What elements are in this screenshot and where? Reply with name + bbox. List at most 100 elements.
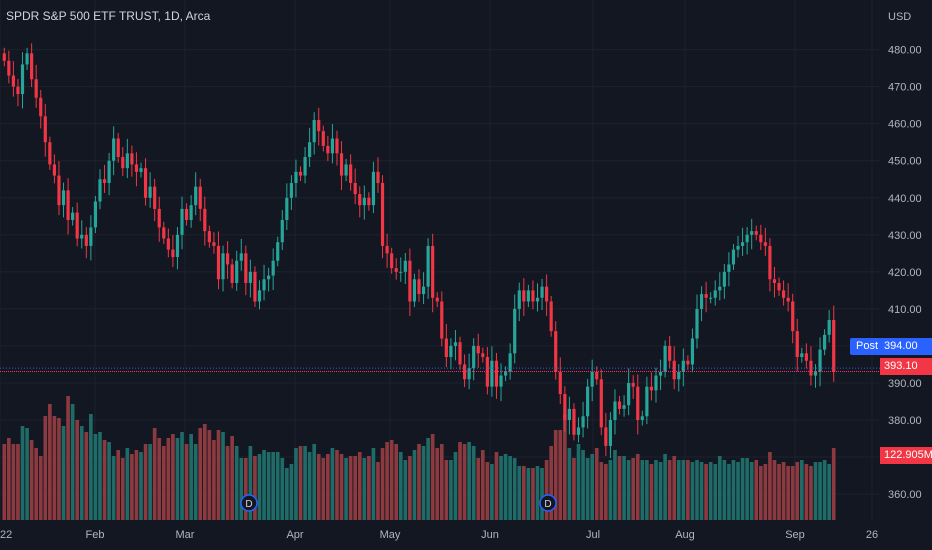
candle-body xyxy=(531,290,535,302)
candle-body xyxy=(212,242,216,246)
x-tick-label: May xyxy=(380,529,401,541)
x-tick-label: 22 xyxy=(0,529,12,541)
volume-bar xyxy=(70,404,75,520)
candle-body xyxy=(490,360,494,387)
volume-bar xyxy=(822,460,827,520)
volume-bar xyxy=(731,460,736,520)
volume-bar xyxy=(20,426,25,520)
volume-bar xyxy=(239,458,244,520)
candle-body xyxy=(672,360,676,380)
x-tick-label: Feb xyxy=(86,529,105,541)
candle-body xyxy=(203,208,207,232)
candle-body xyxy=(686,360,690,365)
candle-body xyxy=(57,175,61,206)
dividend-marker[interactable] xyxy=(539,494,557,512)
volume-bar xyxy=(727,464,731,520)
volume-bar xyxy=(635,454,640,520)
volume-bar xyxy=(494,452,499,520)
volume-bar xyxy=(430,434,435,520)
candle-body xyxy=(171,249,175,258)
price-axis[interactable]: USD360.00370.00380.00390.00400.00410.004… xyxy=(888,11,922,501)
volume-bar xyxy=(248,446,253,520)
candle-body xyxy=(554,331,558,372)
candle-body xyxy=(795,331,799,358)
volume-bar xyxy=(357,452,362,520)
candle-body xyxy=(791,301,795,332)
candle-body xyxy=(52,164,57,176)
candle-body xyxy=(98,179,102,202)
candle-body xyxy=(107,160,111,183)
post-market-price: 394.00 xyxy=(880,338,932,355)
x-tick-label: Sep xyxy=(785,529,805,541)
volume-bar xyxy=(271,452,275,520)
volume-bar xyxy=(745,458,749,520)
volume-bar xyxy=(590,454,595,520)
candle-body xyxy=(444,338,448,358)
candle-body xyxy=(39,97,43,117)
chart-title: SPDR S&P 500 ETF TRUST, 1D, Arca xyxy=(6,9,211,23)
x-tick-label: Jun xyxy=(481,529,499,541)
volume-bar xyxy=(617,456,622,520)
volume-bar xyxy=(640,460,645,520)
volume-bar xyxy=(490,464,494,520)
candle-body xyxy=(344,164,348,176)
candle-body xyxy=(66,190,70,220)
volume-bar xyxy=(517,466,522,520)
candle-body xyxy=(125,153,129,169)
candle-body xyxy=(768,245,772,280)
volume-bar xyxy=(663,454,667,520)
volume-bar xyxy=(212,440,216,520)
y-tick-label: 450.00 xyxy=(888,156,922,168)
dividend-marker[interactable] xyxy=(240,494,258,512)
y-tick-label: 430.00 xyxy=(888,230,922,242)
candle-body xyxy=(627,382,631,406)
volume-bar xyxy=(353,456,358,520)
candle-body xyxy=(308,142,312,158)
volume-bar xyxy=(139,452,143,520)
volume-bar xyxy=(57,418,61,520)
candle-body xyxy=(426,245,430,287)
candle-body xyxy=(89,227,93,246)
candle-body xyxy=(84,234,88,246)
candle-body xyxy=(508,353,512,372)
volume-bar xyxy=(763,464,768,520)
candle-body xyxy=(604,427,608,446)
dividend-marker-label: D xyxy=(544,499,551,510)
candle-body xyxy=(148,186,152,198)
volume-bar xyxy=(777,464,781,520)
volume-bar xyxy=(608,460,613,520)
volume-bar xyxy=(362,458,367,520)
candle-body xyxy=(777,282,781,291)
volume-bar xyxy=(298,446,303,520)
candle-body xyxy=(408,260,412,302)
volume-bar xyxy=(503,454,508,520)
candle-body xyxy=(545,286,549,302)
candle-body xyxy=(472,345,476,369)
volume-bar xyxy=(526,468,531,520)
volume-bar xyxy=(157,438,162,520)
candle-body xyxy=(30,53,34,80)
candle-body xyxy=(403,260,407,272)
volume-bar xyxy=(622,456,626,520)
x-tick-label: Jul xyxy=(586,529,600,541)
candle-body xyxy=(668,345,672,361)
candle-body xyxy=(184,208,189,220)
candle-body xyxy=(499,375,503,387)
volume-bar xyxy=(275,452,280,520)
volume-bar xyxy=(535,466,540,520)
volume-bar xyxy=(795,462,800,520)
volume-bar xyxy=(130,454,134,520)
volume-bar xyxy=(125,448,130,520)
volume-bar xyxy=(107,442,111,520)
volume-bar xyxy=(558,430,563,520)
y-tick-label: 380.00 xyxy=(888,415,922,427)
time-axis[interactable]: 22 Feb Mar Apr May Jun Jul Aug Sep 26 xyxy=(0,529,878,541)
volume-bar xyxy=(134,450,139,520)
candle-body xyxy=(572,408,576,435)
candle-body xyxy=(175,234,180,258)
candle-body xyxy=(216,245,221,280)
volume-bar xyxy=(29,440,34,520)
y-tick-label: 480.00 xyxy=(888,45,922,57)
